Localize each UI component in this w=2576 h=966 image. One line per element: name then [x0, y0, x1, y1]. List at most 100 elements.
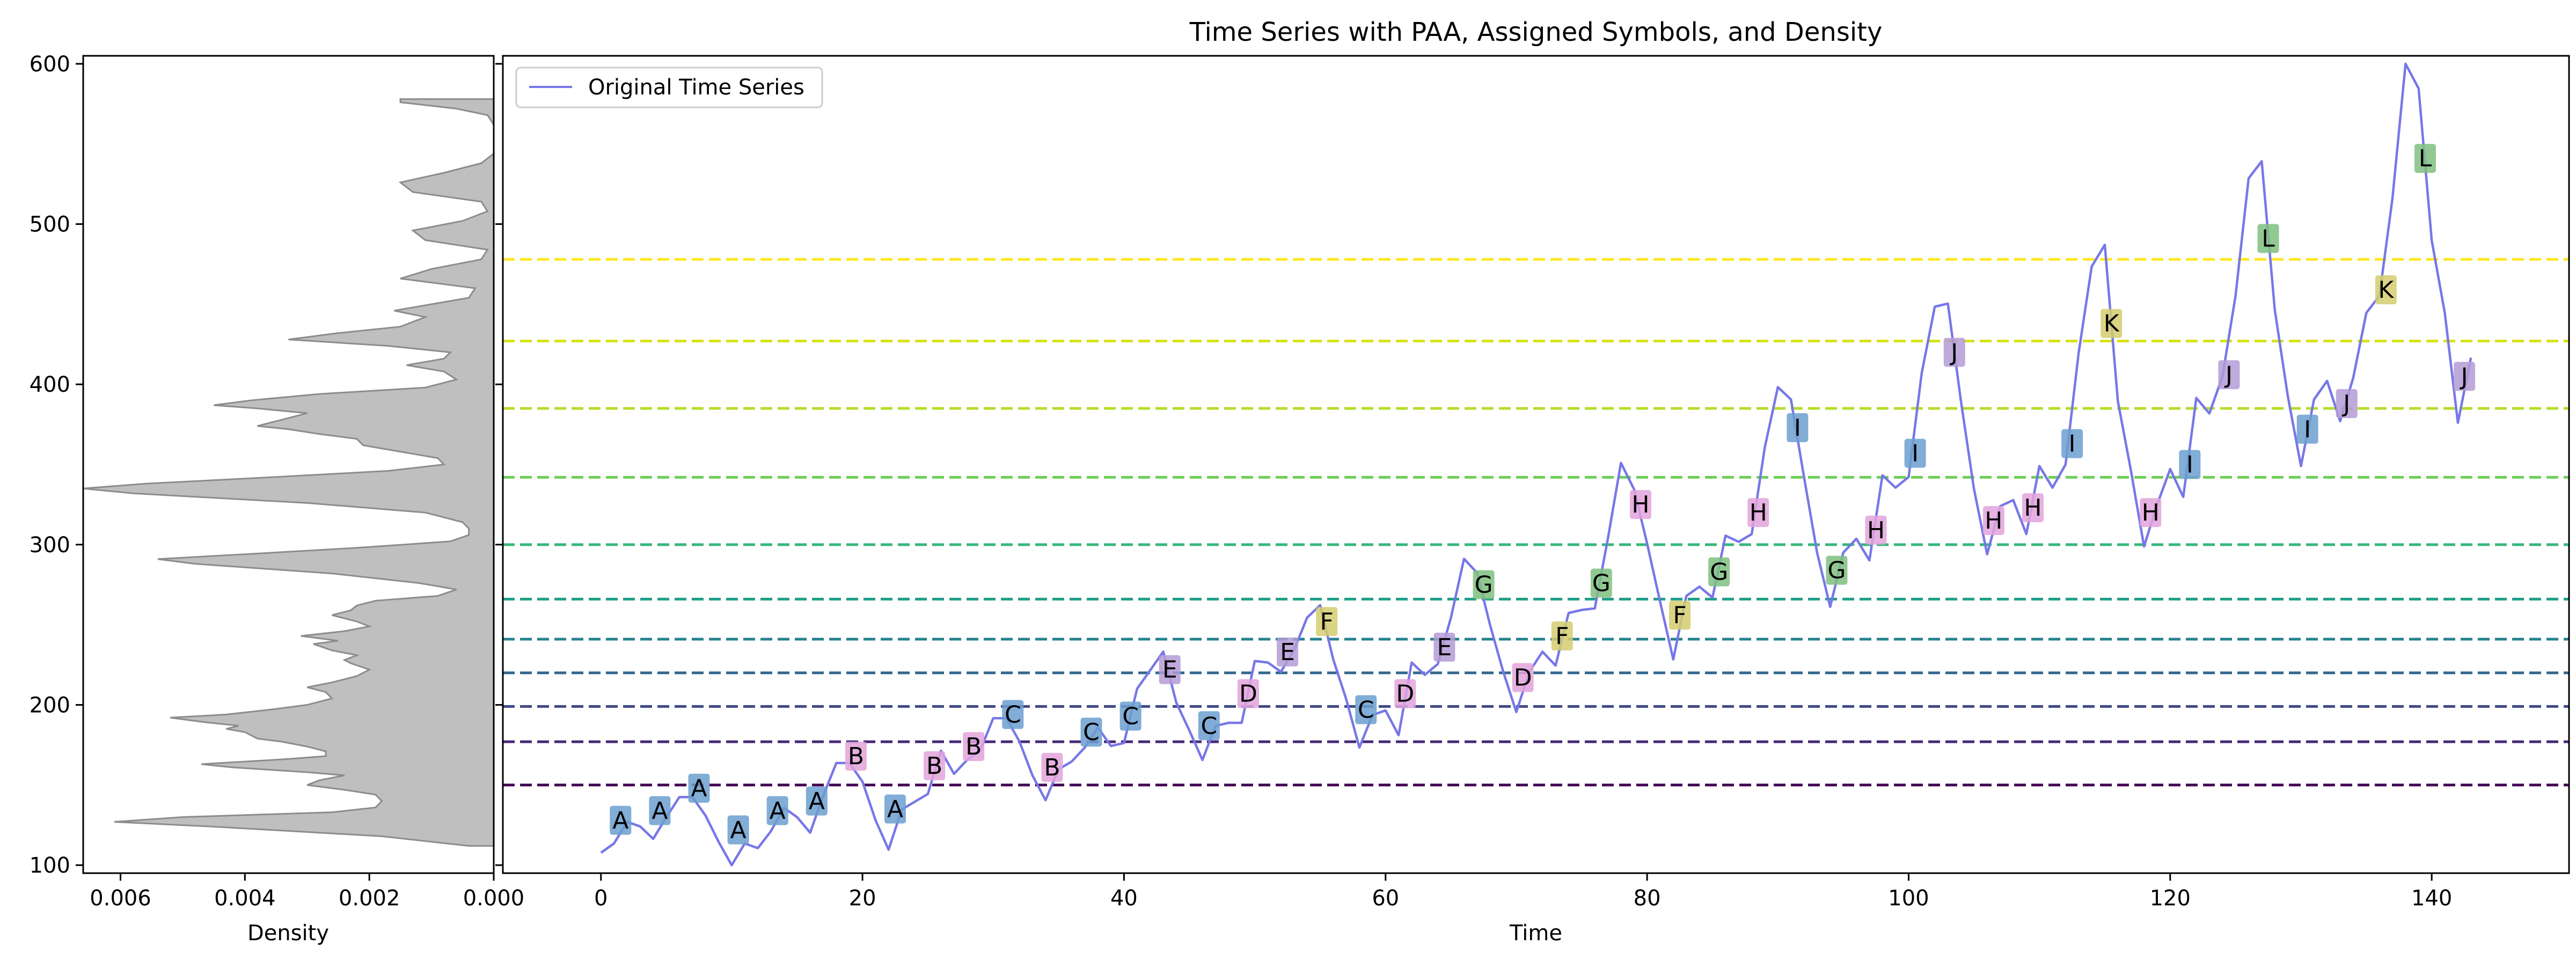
symbol-box [963, 732, 985, 762]
symbol-box [2101, 309, 2123, 338]
symbol-marker: F [1316, 607, 1338, 636]
symbol-label: J [1949, 339, 1958, 366]
symbol-marker: C [1198, 711, 1220, 741]
symbol-box [1590, 568, 1612, 598]
symbol-label: C [1201, 712, 1217, 740]
time-x-tick-label: 140 [2411, 886, 2452, 911]
time-x-tick-label: 120 [2150, 886, 2191, 911]
symbol-label: D [1239, 680, 1257, 708]
symbol-label: B [1044, 754, 1060, 781]
symbol-marker: A [766, 796, 788, 825]
legend: Original Time Series [515, 67, 823, 108]
symbol-box [2179, 450, 2201, 479]
symbol-marker: I [1787, 413, 1809, 442]
symbol-label: F [1673, 602, 1686, 629]
symbol-label: A [730, 816, 747, 844]
symbol-label: A [691, 775, 707, 802]
symbol-marker: G [1473, 570, 1495, 599]
symbol-label: H [1631, 491, 1649, 518]
symbol-box [1747, 498, 1769, 528]
symbol-marker: B [924, 751, 946, 780]
symbol-box [610, 806, 632, 835]
symbol-label: G [1474, 571, 1492, 598]
symbol-marker: C [1119, 701, 1141, 731]
symbol-label: A [887, 796, 903, 823]
symbol-marker: E [1277, 637, 1299, 667]
density-x-axis-label: Density [247, 921, 329, 946]
symbol-label: A [612, 807, 628, 834]
time-x-axis-label: Time [1509, 921, 1562, 946]
time-x-tick-label: 40 [1110, 886, 1138, 911]
symbol-marker: D [1512, 663, 1534, 692]
symbol-box [1904, 438, 1926, 468]
density-x-tick-label: 0.006 [90, 886, 151, 911]
symbol-box [1316, 607, 1338, 636]
symbol-marker: D [1237, 679, 1259, 708]
symbol-box [1708, 557, 1730, 587]
symbol-box [924, 751, 946, 780]
symbol-box [1669, 601, 1691, 630]
legend-label: Original Time Series [588, 75, 804, 100]
symbol-box [1629, 490, 1651, 519]
symbol-label: K [2378, 276, 2394, 304]
symbol-box [2218, 360, 2240, 390]
symbol-marker: F [1669, 601, 1691, 630]
symbol-box [1433, 632, 1455, 662]
density-y-tick-label: 200 [30, 693, 70, 718]
symbol-marker: E [1433, 632, 1455, 662]
symbol-marker: J [2218, 360, 2240, 390]
symbol-box [1277, 637, 1299, 667]
time-y-ticks [495, 63, 503, 866]
symbol-marker: D [1394, 679, 1416, 708]
symbol-marker: B [845, 742, 867, 771]
density-y-tick-label: 600 [30, 52, 70, 77]
symbol-box [727, 815, 749, 845]
symbol-label: G [1827, 557, 1846, 584]
symbol-marker: J [2454, 362, 2476, 391]
symbol-marker: H [1865, 515, 1887, 545]
symbol-marker: G [1590, 568, 1612, 598]
symbol-label: B [848, 743, 864, 770]
symbol-box [1826, 555, 1848, 585]
symbol-label: C [1358, 696, 1374, 723]
legend-box [515, 67, 823, 108]
symbol-label: H [1750, 499, 1767, 526]
symbol-box [1512, 663, 1534, 692]
symbol-label: B [965, 733, 982, 760]
symbol-label: A [652, 797, 668, 825]
symbol-marker: B [1041, 752, 1063, 782]
symbol-box [2140, 498, 2162, 528]
density-panel: 0.006 0.004 0.002 0.000 100200300400500600 … [30, 52, 525, 946]
symbol-box [1119, 701, 1141, 731]
symbol-label: J [2224, 361, 2233, 389]
symbol-label: E [1437, 634, 1452, 661]
symbol-box [1551, 621, 1573, 651]
symbol-box [2336, 389, 2358, 419]
symbol-label: F [1320, 608, 1333, 635]
symbol-box [2061, 429, 2083, 458]
symbol-label: B [926, 752, 942, 780]
symbol-box [1865, 515, 1887, 545]
symbol-box [2375, 275, 2397, 304]
density-y-tick-label: 500 [30, 213, 70, 237]
symbol-label: C [1005, 701, 1021, 728]
symbol-box [1041, 752, 1063, 782]
symbol-marker: H [1747, 498, 1769, 528]
density-area-layer [83, 98, 495, 847]
symbol-label: I [2304, 416, 2311, 443]
symbol-marker: I [1904, 438, 1926, 468]
symbol-label: J [2460, 363, 2468, 390]
symbol-box [2257, 224, 2279, 253]
symbol-label: E [1162, 656, 1177, 684]
symbol-box [1982, 506, 2004, 536]
symbol-marker: E [1159, 655, 1181, 684]
symbol-label: D [1396, 680, 1414, 708]
symbol-label: E [1280, 639, 1295, 666]
symbol-box [1002, 700, 1024, 729]
symbol-box [1080, 718, 1102, 747]
density-x-tick-label: 0.000 [463, 886, 525, 911]
symbol-box [1787, 413, 1809, 442]
symbol-box [1473, 570, 1495, 599]
symbol-box [2454, 362, 2476, 391]
